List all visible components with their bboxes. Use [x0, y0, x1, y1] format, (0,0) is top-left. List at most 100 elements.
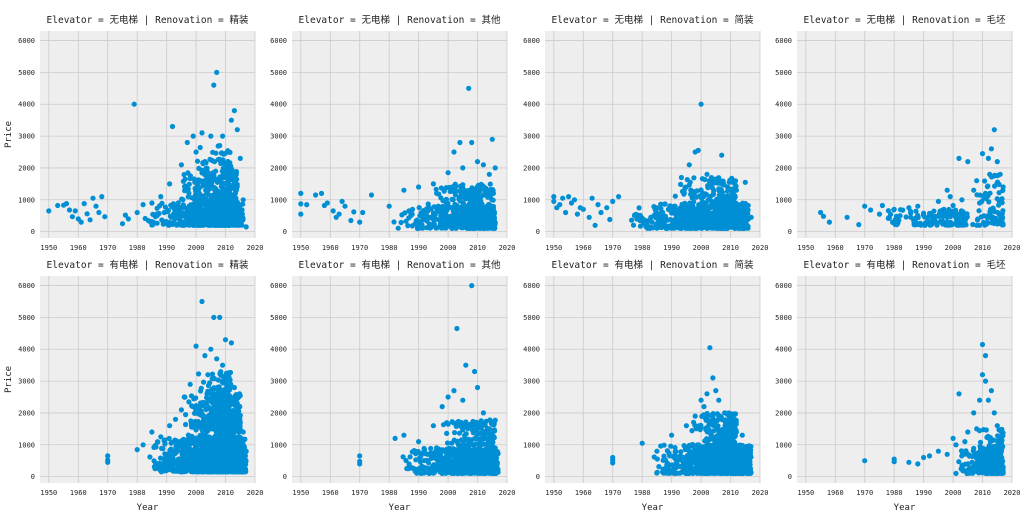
- x-tick-label: 1960: [322, 244, 339, 252]
- scatter-point: [658, 201, 664, 207]
- scatter-point: [181, 466, 188, 472]
- x-tick-label: 2010: [974, 244, 991, 252]
- scatter-point: [439, 222, 445, 228]
- scatter-point: [651, 204, 657, 210]
- scatter-point: [99, 194, 105, 200]
- scatter-point: [456, 194, 462, 200]
- scatter-point: [950, 208, 956, 215]
- scatter-point: [598, 209, 604, 216]
- scatter-point: [704, 171, 710, 177]
- x-tick-label: 2000: [188, 489, 205, 497]
- scatter-point: [158, 469, 164, 475]
- scatter-point: [580, 206, 586, 212]
- scatter-point: [876, 211, 883, 217]
- scatter-point: [360, 209, 366, 216]
- scatter-point: [208, 133, 214, 139]
- scatter-point: [218, 184, 224, 190]
- scatter-point: [69, 214, 75, 220]
- scatter-point: [154, 220, 160, 226]
- scatter-point: [702, 217, 708, 223]
- y-tick-label: 4000: [270, 101, 287, 109]
- scatter-point: [732, 193, 738, 199]
- y-tick-label: 0: [283, 228, 287, 236]
- scatter-point: [480, 162, 486, 168]
- scatter-point: [196, 371, 202, 377]
- scatter-point: [489, 136, 495, 142]
- scatter-point: [206, 439, 212, 445]
- scatter-point: [228, 418, 234, 424]
- scatter-point: [222, 162, 229, 168]
- scatter-point: [718, 195, 724, 201]
- scatter-point: [232, 417, 238, 423]
- scatter-point: [959, 197, 965, 203]
- scatter-point: [183, 211, 189, 217]
- scatter-point: [461, 187, 467, 193]
- scatter-point: [213, 186, 219, 192]
- scatter-point: [722, 205, 729, 212]
- y-tick-label: 5000: [18, 314, 35, 322]
- y-tick-label: 2000: [523, 164, 540, 172]
- scatter-point: [668, 203, 674, 210]
- scatter-point: [207, 380, 213, 386]
- scatter-point: [210, 170, 216, 176]
- scatter-point: [96, 209, 102, 216]
- scatter-point: [426, 215, 432, 221]
- scatter-point: [742, 179, 748, 185]
- scatter-point: [165, 222, 171, 228]
- scatter-point: [237, 419, 243, 426]
- scatter-point: [237, 155, 243, 161]
- scatter-point: [157, 203, 163, 209]
- scatter-point: [490, 206, 496, 212]
- scatter-point: [220, 455, 226, 461]
- scatter-point: [147, 454, 153, 460]
- scatter-point: [217, 386, 223, 393]
- x-tick-label: 1970: [351, 244, 368, 252]
- scatter-point: [395, 225, 401, 231]
- scatter-point: [220, 406, 226, 412]
- scatter-point: [162, 437, 168, 443]
- y-tick-label: 0: [283, 473, 287, 481]
- scatter-point: [191, 176, 197, 182]
- scatter-point: [191, 396, 197, 402]
- scatter-point: [233, 172, 239, 178]
- scatter-point: [140, 202, 146, 208]
- scatter-point: [684, 177, 690, 183]
- x-tick-label: 2020: [1004, 244, 1021, 252]
- scatter-point: [234, 127, 240, 133]
- y-tick-label: 4000: [523, 101, 540, 109]
- scatter-point: [399, 212, 405, 218]
- scatter-point: [742, 200, 749, 207]
- scatter-point: [209, 463, 215, 470]
- scatter-point: [232, 184, 238, 190]
- scatter-point: [719, 210, 725, 216]
- scatter-point: [189, 207, 195, 213]
- scatter-point: [416, 184, 422, 190]
- scatter-point: [223, 436, 229, 442]
- scatter-point: [678, 174, 685, 181]
- scatter-point: [406, 215, 412, 221]
- x-tick-label: 1950: [292, 244, 309, 252]
- scatter-point: [160, 218, 166, 224]
- scatter-point: [225, 149, 232, 155]
- scatter-point: [745, 211, 751, 217]
- scatter-point: [226, 457, 232, 463]
- x-tick-label: 2020: [247, 489, 264, 497]
- scatter-point: [234, 467, 240, 473]
- scatter-point: [161, 456, 167, 462]
- scatter-point: [441, 188, 447, 194]
- scatter-point: [186, 214, 192, 220]
- scatter-point: [862, 203, 868, 209]
- y-tick-label: 3000: [18, 133, 35, 141]
- scatter-point: [220, 157, 226, 163]
- scatter-point: [203, 430, 209, 436]
- y-tick-label: 3000: [523, 133, 540, 141]
- scatter-point: [218, 394, 224, 400]
- scatter-point: [134, 447, 140, 453]
- y-tick-label: 0: [788, 228, 792, 236]
- scatter-point: [678, 181, 684, 187]
- y-tick-label: 6000: [270, 282, 287, 290]
- x-tick-label: 1960: [70, 244, 87, 252]
- scatter-point: [607, 216, 613, 223]
- scatter-point: [686, 162, 692, 168]
- facet-title: Elevator = 无电梯 | Renovation = 其他: [299, 14, 501, 26]
